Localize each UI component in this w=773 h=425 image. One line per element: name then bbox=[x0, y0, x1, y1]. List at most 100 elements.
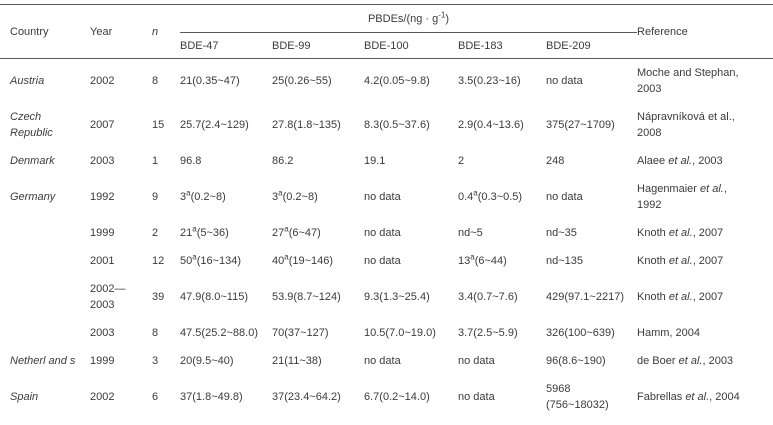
table-header: Country Year n PBDEs/(ng · g-1) Referenc… bbox=[0, 4, 773, 59]
cell-country: Czech Republic bbox=[10, 111, 53, 139]
cell-bde47: 3a(0.2~8) bbox=[180, 188, 226, 203]
cell-bde183: 2 bbox=[458, 155, 465, 167]
cell-bde99: 86.2 bbox=[272, 155, 294, 167]
cell-bde183: no data bbox=[458, 391, 495, 403]
column-header-bde99: BDE-99 bbox=[272, 32, 364, 59]
cell-reference: Knoth et al., 2007 bbox=[637, 291, 724, 303]
table-row: Austria 2002 8 21(0.35~47) 25(0.26~55) 4.2(0.… bbox=[0, 59, 773, 104]
column-header-bde183: BDE-183 bbox=[458, 32, 546, 59]
cell-country: Austria bbox=[10, 75, 45, 87]
cell-year: 1992 bbox=[90, 191, 115, 203]
cell-bde209: 429(97.1~2217) bbox=[546, 291, 624, 303]
cell-bde209: 375(27~1709) bbox=[546, 119, 615, 131]
cell-bde47: 21a(5~36) bbox=[180, 224, 229, 239]
cell-bde100: no data bbox=[364, 227, 401, 239]
cell-bde100: no data bbox=[364, 355, 401, 367]
cell-bde99: 3a(0.2~8) bbox=[272, 188, 318, 203]
pbde-concentrations-table: Country Year n PBDEs/(ng · g-1) Referenc… bbox=[0, 4, 773, 419]
cell-bde183: 0.4a(0.3~0.5) bbox=[458, 188, 523, 203]
cell-bde47: 21(0.35~47) bbox=[180, 75, 240, 87]
cell-bde100: 8.3(0.5~37.6) bbox=[364, 119, 430, 131]
cell-country bbox=[0, 275, 90, 319]
cell-bde47: 96.8 bbox=[180, 155, 202, 167]
table-row: Denmark 2003 1 96.8 86.2 19.1 2 248 Alaee et al.… bbox=[0, 147, 773, 175]
cell-reference: Fabrellas et al., 2004 bbox=[637, 391, 740, 403]
cell-bde47: 47.5(25.2~88.0) bbox=[180, 327, 258, 339]
cell-bde100: no data bbox=[364, 255, 401, 267]
cell-bde100: 9.3(1.3~25.4) bbox=[364, 291, 430, 303]
table-row: Germany 1992 9 3a(0.2~8) 3a(0.2~8) no data 0.4… bbox=[0, 175, 773, 219]
table-row: 2003 8 47.5(25.2~88.0) 70(37~127) 10.5(7.0~1… bbox=[0, 319, 773, 347]
column-header-bde47: BDE-47 bbox=[180, 32, 272, 59]
cell-bde99: 25(0.26~55) bbox=[272, 75, 332, 87]
cell-bde100: no data bbox=[364, 191, 401, 203]
cell-n: 12 bbox=[152, 255, 165, 267]
cell-reference: Knoth et al., 2007 bbox=[637, 255, 724, 267]
column-header-reference: Reference bbox=[637, 4, 773, 59]
cell-country: Denmark bbox=[10, 155, 55, 167]
cell-bde183: 3.5(0.23~16) bbox=[458, 75, 521, 87]
cell-bde209: no data bbox=[546, 191, 583, 203]
cell-bde183: 3.7(2.5~5.9) bbox=[458, 327, 518, 339]
table-row: 2002— 2003 39 47.9(8.0~115) 53.9(8.7~124) 9.3… bbox=[0, 275, 773, 319]
table-body: Austria 2002 8 21(0.35~47) 25(0.26~55) 4.2(0.… bbox=[0, 59, 773, 420]
header-row-congeners: BDE-47 BDE-99 BDE-100 BDE-183 BDE-209 bbox=[0, 32, 773, 59]
cell-bde100: 19.1 bbox=[364, 155, 386, 167]
cell-year: 2001 bbox=[90, 255, 115, 267]
cell-bde209: 248 bbox=[546, 155, 565, 167]
cell-bde100: 10.5(7.0~19.0) bbox=[364, 327, 436, 339]
table-row: 2001 12 50a(16~134) 40a(19~146) no data 13a(6… bbox=[0, 247, 773, 275]
cell-bde99: 53.9(8.7~124) bbox=[272, 291, 341, 303]
column-header-year: Year bbox=[90, 4, 152, 59]
table-row: 1999 2 21a(5~36) 27a(6~47) no data nd~5 nd~35 K… bbox=[0, 219, 773, 247]
cell-bde47: 50a(16~134) bbox=[180, 252, 242, 267]
column-group-header-pbdes: PBDEs/(ng · g-1) bbox=[180, 4, 638, 33]
cell-reference: de Boer et al., 2003 bbox=[637, 355, 734, 367]
column-header-bde100: BDE-100 bbox=[364, 32, 458, 59]
cell-bde99: 27.8(1.8~135) bbox=[272, 119, 341, 131]
cell-year: 2003 bbox=[90, 155, 115, 167]
cell-bde47: 37(1.8~49.8) bbox=[180, 391, 243, 403]
cell-bde47: 47.9(8.0~115) bbox=[180, 291, 248, 303]
cell-bde99: 21(11~38) bbox=[272, 355, 322, 367]
column-header-bde209: BDE-209 bbox=[546, 32, 638, 59]
cell-bde209: nd~135 bbox=[546, 255, 584, 267]
cell-year: 2007 bbox=[90, 119, 115, 131]
cell-bde183: 3.4(0.7~7.6) bbox=[458, 291, 518, 303]
cell-bde209: 326(100~639) bbox=[546, 327, 615, 339]
cell-year: 1999 bbox=[90, 355, 115, 367]
cell-n: 9 bbox=[152, 191, 159, 203]
cell-bde99: 70(37~127) bbox=[272, 327, 329, 339]
table-row: Netherl and s 1999 3 20(9.5~40) 21(11~38) no … bbox=[0, 347, 773, 375]
cell-year: 2002 bbox=[90, 391, 115, 403]
cell-bde183: 13a(6~44) bbox=[458, 252, 507, 267]
cell-bde99: 40a(19~146) bbox=[272, 252, 334, 267]
cell-year: 2002— 2003 bbox=[90, 283, 126, 311]
cell-n: 1 bbox=[152, 155, 159, 167]
cell-reference: Nápravníková et al., 2008 bbox=[637, 111, 735, 139]
cell-bde183: 2.9(0.4~13.6) bbox=[458, 119, 524, 131]
cell-n: 8 bbox=[152, 327, 159, 339]
cell-country: Spain bbox=[10, 391, 39, 403]
cell-reference: Alaee et al., 2003 bbox=[637, 155, 723, 167]
cell-n: 2 bbox=[152, 227, 159, 239]
cell-n: 8 bbox=[152, 75, 159, 87]
cell-country bbox=[0, 219, 90, 247]
cell-reference: Hamm, 2004 bbox=[637, 327, 700, 339]
cell-country bbox=[0, 319, 90, 347]
cell-reference: Knoth et al., 2007 bbox=[637, 227, 724, 239]
cell-bde209: no data bbox=[546, 75, 583, 87]
cell-year: 2002 bbox=[90, 75, 115, 87]
cell-bde47: 20(9.5~40) bbox=[180, 355, 234, 367]
cell-bde209: nd~35 bbox=[546, 227, 577, 239]
cell-bde209: 5968 (756~18032) bbox=[546, 383, 609, 411]
cell-n: 3 bbox=[152, 355, 159, 367]
cell-n: 6 bbox=[152, 391, 159, 403]
cell-country bbox=[0, 247, 90, 275]
cell-bde100: 4.2(0.05~9.8) bbox=[364, 75, 430, 87]
cell-reference: Hagenmaier et al., 1992 bbox=[637, 183, 727, 211]
cell-n: 15 bbox=[152, 119, 165, 131]
cell-year: 2003 bbox=[90, 327, 115, 339]
table-row: Spain 2002 6 37(1.8~49.8) 37(23.4~64.2) 6.7(0… bbox=[0, 375, 773, 419]
